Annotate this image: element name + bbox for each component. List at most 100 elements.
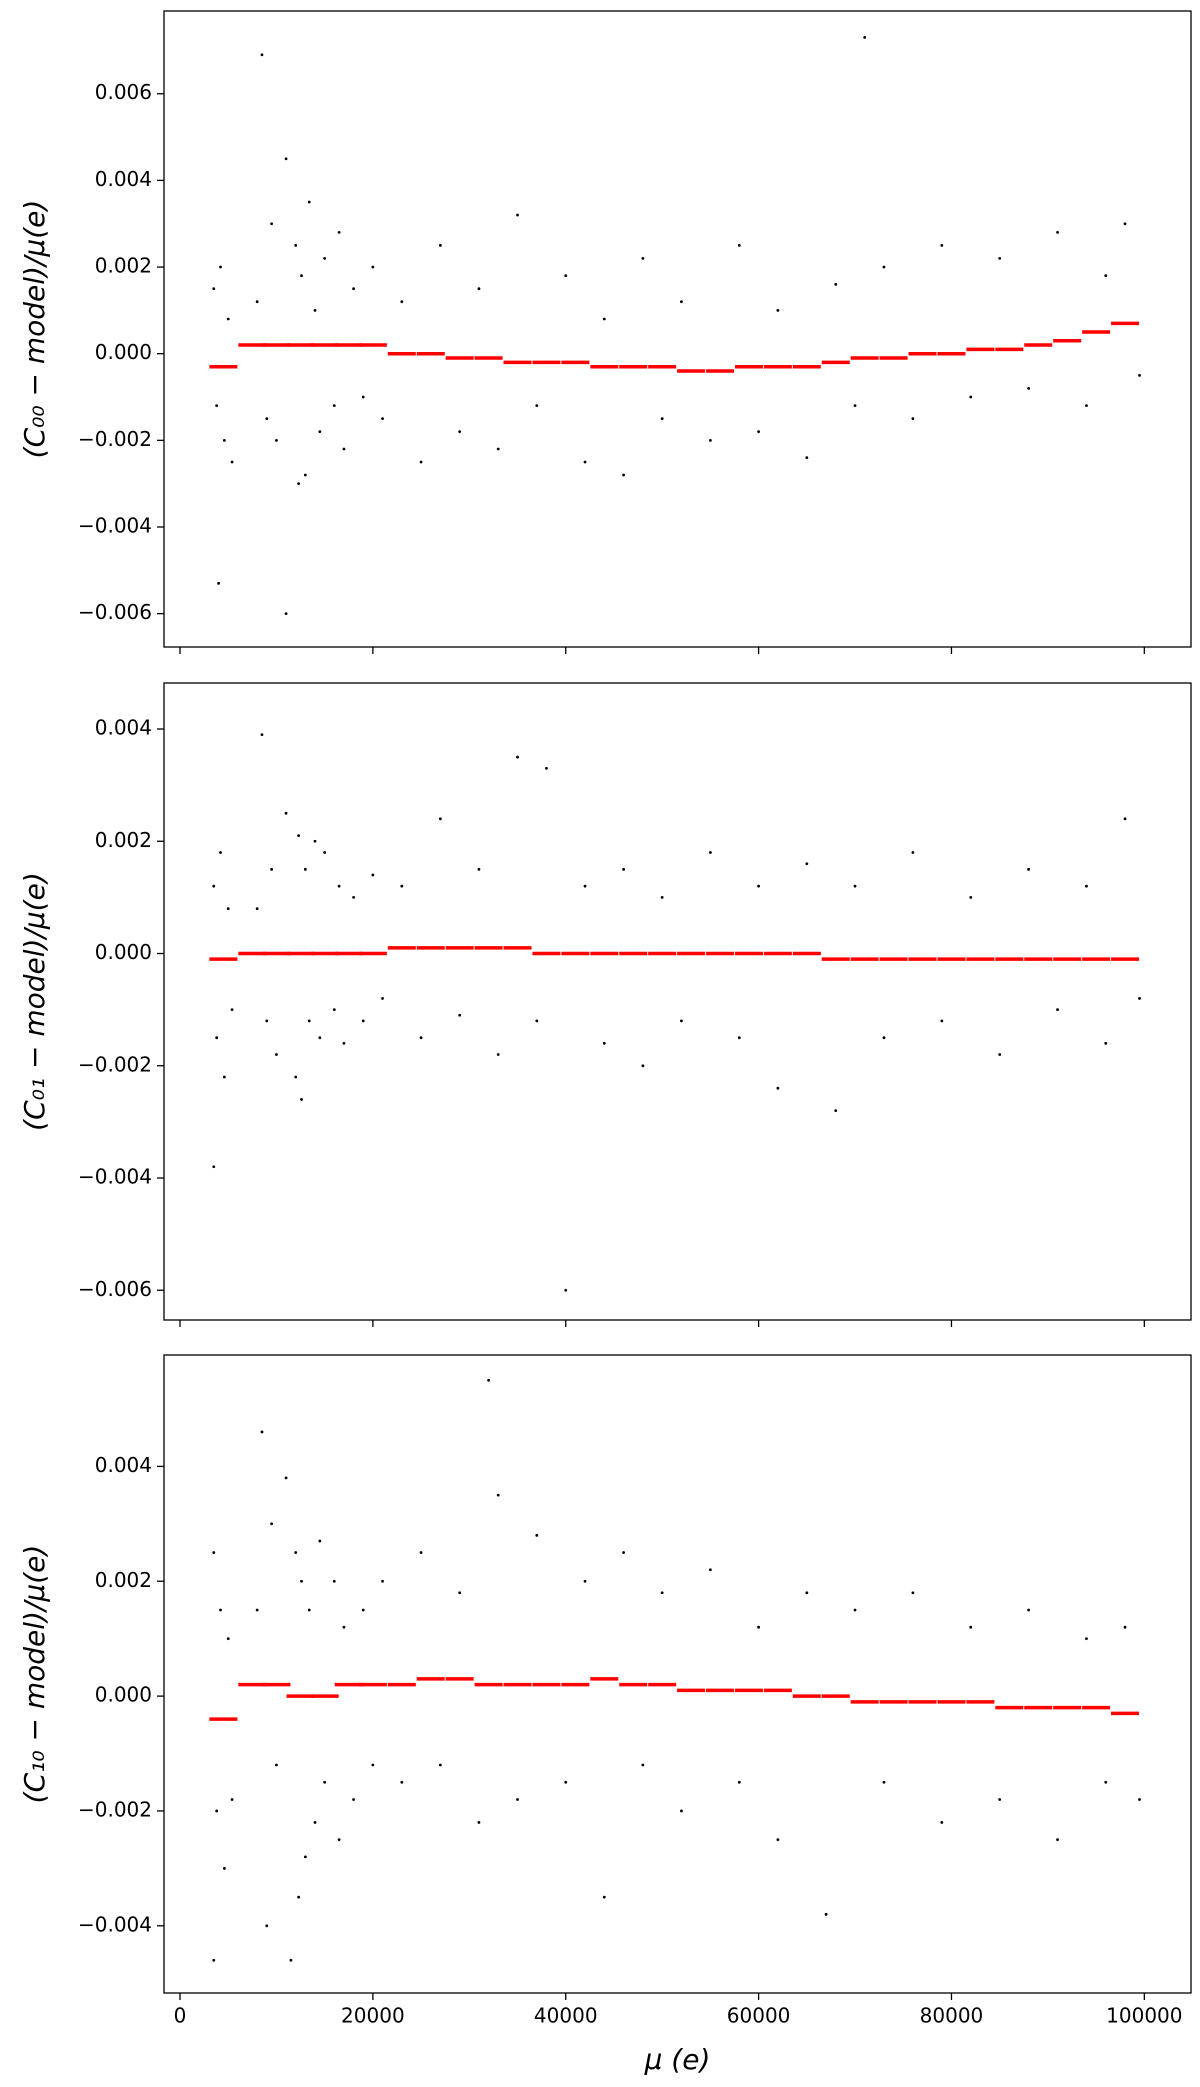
x-tick-label: 100000 — [1106, 2004, 1182, 2028]
residual-point — [323, 1780, 327, 1784]
residual-point — [337, 230, 341, 234]
residual-point — [275, 1763, 278, 1767]
residual-point — [641, 1064, 645, 1068]
residual-point — [284, 157, 288, 161]
residual-point — [1027, 867, 1031, 871]
y-tick-label: 0.000 — [95, 340, 152, 364]
residual-point — [215, 1036, 219, 1040]
residual-point — [882, 1036, 886, 1040]
residual-point — [361, 1608, 365, 1612]
residual-point — [419, 1551, 423, 1554]
residual-point — [1138, 1798, 1141, 1801]
residual-point — [212, 1165, 216, 1169]
x-tick-label: 20000 — [341, 2004, 405, 2028]
residual-point — [352, 895, 355, 899]
residual-point — [458, 1591, 462, 1595]
plot-area — [209, 36, 1141, 616]
residual-point — [1027, 386, 1031, 390]
residual-point — [545, 766, 548, 770]
residual-point — [371, 1763, 375, 1767]
residual-point — [940, 1821, 944, 1824]
y-tick-label: −0.002 — [78, 427, 152, 451]
residual-point — [737, 1780, 741, 1784]
y-tick-label: 0.000 — [95, 1683, 152, 1707]
residual-point — [708, 438, 712, 442]
residual-point — [289, 1958, 293, 1962]
residual-point — [307, 1019, 311, 1023]
residual-point — [260, 1430, 264, 1434]
residual-point — [219, 265, 222, 269]
residual-point — [853, 1608, 857, 1612]
panel: −0.006 −0.004 −0.002 0.000 0.002 0.004 0.006 (C… — [18, 10, 1192, 654]
residual-point — [535, 1533, 539, 1537]
residual-point — [757, 1625, 760, 1629]
residual-point — [834, 282, 838, 286]
residual-point — [998, 1053, 1002, 1056]
residual-point — [371, 873, 375, 877]
residual-point — [212, 1551, 216, 1554]
residual-point — [776, 1086, 780, 1090]
residual-point — [564, 274, 568, 278]
residual-point — [622, 867, 625, 871]
residual-point — [496, 1493, 500, 1497]
residual-point — [226, 1637, 230, 1641]
y-tick-label: −0.002 — [78, 1052, 152, 1076]
y-tick-label: −0.004 — [78, 513, 152, 537]
y-tick-label: 0.004 — [95, 167, 152, 191]
residual-point — [313, 839, 317, 843]
residual-point — [969, 1625, 973, 1629]
residual-point — [303, 1855, 307, 1859]
residual-point — [265, 417, 269, 421]
panel: −0.006 −0.004 −0.002 0.000 0.002 0.004 (C₀₁ − … — [18, 682, 1192, 1327]
residual-point — [260, 53, 264, 57]
residual-point — [863, 36, 867, 39]
residual-point — [337, 884, 341, 888]
residual-point — [1104, 274, 1108, 278]
residual-point — [337, 1838, 341, 1842]
residual-point — [275, 438, 278, 442]
residual-point — [438, 1763, 442, 1767]
residual-point — [660, 1591, 664, 1595]
residual-point — [297, 834, 301, 838]
residual-point — [516, 1798, 519, 1801]
residual-point — [265, 1924, 269, 1928]
residual-point — [318, 1036, 322, 1040]
residual-point — [270, 867, 274, 871]
residual-point — [303, 473, 307, 477]
y-axis-label: (C₀₁ − model)/μ(e) — [18, 872, 51, 1131]
residual-point — [265, 1019, 269, 1023]
residual-point — [564, 1780, 568, 1784]
residual-point — [1085, 884, 1088, 888]
x-axis-label: μ (e) — [644, 2043, 711, 2076]
y-tick-label: 0.004 — [95, 716, 152, 740]
residual-point — [371, 265, 375, 269]
residual-point — [300, 1579, 303, 1583]
residual-point — [400, 884, 404, 888]
residual-point — [969, 895, 973, 899]
residual-point — [641, 256, 645, 260]
residual-point — [352, 287, 355, 291]
axes-frame — [163, 10, 1192, 648]
residual-point — [1056, 1008, 1059, 1012]
residual-point — [217, 581, 220, 585]
y-tick-label: 0.002 — [95, 1568, 152, 1592]
residual-point — [622, 1551, 625, 1554]
residual-point — [438, 817, 442, 821]
residual-point — [307, 1608, 311, 1612]
residual-point — [496, 447, 500, 451]
residual-point — [1056, 1838, 1059, 1842]
residual-point — [297, 1895, 301, 1899]
residual-point — [516, 213, 519, 217]
residual-point — [361, 395, 365, 399]
residual-point — [294, 243, 298, 247]
residual-point — [1123, 817, 1127, 821]
residual-point — [458, 1013, 462, 1017]
y-tick-label: 0.004 — [95, 1453, 152, 1477]
residual-point — [940, 243, 944, 247]
residual-point — [911, 1591, 915, 1595]
residual-point — [381, 1579, 384, 1583]
residual-point — [602, 1041, 606, 1045]
residual-point — [294, 1551, 298, 1554]
residual-point — [757, 884, 760, 888]
